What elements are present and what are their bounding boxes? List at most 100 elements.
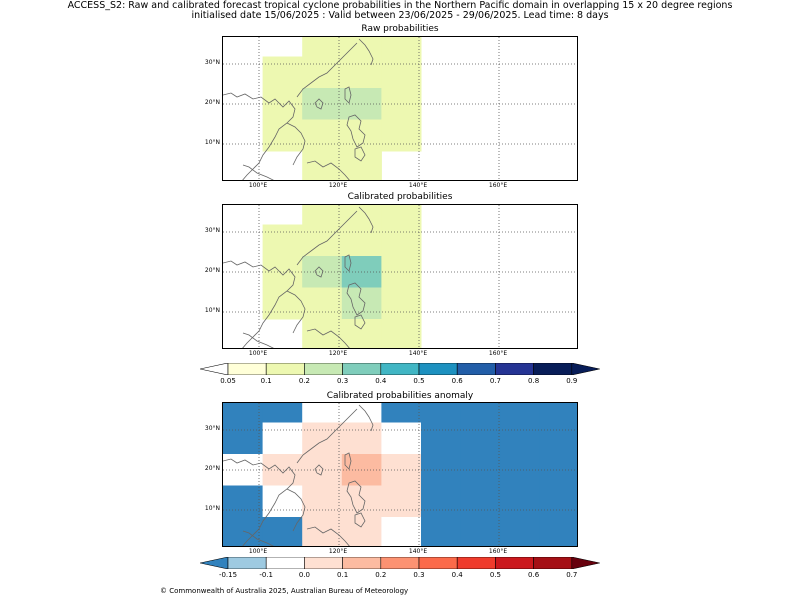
probability-cell[interactable]	[302, 37, 343, 57]
probability-cell[interactable]	[262, 119, 303, 152]
lat-label-30n: 30°N	[204, 59, 220, 66]
probability-cell[interactable]	[262, 454, 303, 486]
probability-cell[interactable]	[539, 422, 578, 455]
probability-cell[interactable]	[302, 485, 343, 518]
probability-cell[interactable]	[262, 88, 303, 120]
probability-cell[interactable]	[381, 422, 422, 455]
probability-cell[interactable]	[381, 37, 422, 57]
probability-cell[interactable]	[262, 485, 303, 518]
lon-label-160e: 160°E	[488, 548, 508, 555]
map-probabilities-anomaly[interactable]	[222, 402, 578, 547]
probability-cell[interactable]	[421, 422, 462, 455]
probability-cell[interactable]	[381, 287, 422, 320]
probability-cell[interactable]	[381, 119, 422, 152]
probability-cell[interactable]	[302, 119, 343, 152]
probability-cell[interactable]	[341, 422, 382, 455]
probability-cell[interactable]	[421, 403, 462, 423]
probability-cell[interactable]	[381, 403, 422, 423]
probability-cell[interactable]	[302, 403, 343, 423]
probability-cell[interactable]	[262, 287, 303, 320]
lat-label-30n: 30°N	[204, 227, 220, 234]
probability-cell[interactable]	[302, 205, 343, 225]
probability-cell[interactable]	[223, 517, 264, 547]
colorbar-tick-label: 0.5	[413, 377, 425, 385]
colorbar-tick-label: 0.8	[528, 377, 540, 385]
probability-cell[interactable]	[223, 403, 264, 423]
probability-cell[interactable]	[341, 485, 382, 518]
probability-cell[interactable]	[302, 422, 343, 455]
probability-cell[interactable]	[262, 422, 303, 455]
probability-cell[interactable]	[460, 422, 501, 455]
coastline	[314, 98, 324, 110]
probability-cell[interactable]	[302, 151, 343, 181]
coastline	[296, 210, 358, 266]
probability-cell[interactable]	[421, 517, 462, 547]
colorbar-tick-label: 0.4	[451, 571, 463, 579]
probability-cell[interactable]	[341, 403, 382, 423]
colorbar-segment	[533, 363, 573, 375]
probability-cell[interactable]	[381, 224, 422, 257]
figure-title-line2: initialised date 15/06/2025 : Valid betw…	[191, 10, 609, 21]
probability-cell[interactable]	[460, 517, 501, 547]
colorbar-segment	[495, 557, 534, 569]
coastline	[306, 526, 350, 546]
lon-label-160e: 160°E	[488, 182, 508, 189]
probability-cell[interactable]	[500, 422, 541, 455]
probability-cell[interactable]	[500, 403, 541, 423]
probability-cell[interactable]	[262, 256, 303, 288]
probability-cell[interactable]	[302, 287, 343, 320]
probability-cell[interactable]	[460, 403, 501, 423]
probability-cell[interactable]	[460, 454, 501, 486]
probability-cell[interactable]	[539, 454, 578, 486]
probability-cell[interactable]	[262, 403, 303, 423]
colorbar-tick-label: 0.9	[566, 377, 578, 385]
colorbar-segment	[418, 363, 458, 375]
probability-cell[interactable]	[500, 485, 541, 518]
colorbar-segment	[456, 363, 496, 375]
probability-cell[interactable]	[302, 517, 343, 547]
probability-cell[interactable]	[341, 224, 382, 257]
probability-cell[interactable]	[381, 485, 422, 518]
colorbar-segment	[380, 557, 420, 569]
coastline	[223, 260, 296, 348]
coastline	[314, 266, 324, 278]
probability-cell[interactable]	[381, 56, 422, 89]
probability-cell[interactable]	[262, 224, 303, 257]
probability-cell[interactable]	[341, 151, 382, 181]
probability-cell[interactable]	[341, 119, 382, 152]
probability-cell[interactable]	[341, 205, 382, 225]
lon-label-160e: 160°E	[488, 350, 508, 357]
probability-cell[interactable]	[381, 205, 422, 225]
probability-cell[interactable]	[460, 485, 501, 518]
colorbar-tick-label: 0.1	[260, 377, 272, 385]
probability-cell[interactable]	[302, 224, 343, 257]
coastline	[358, 38, 374, 66]
lon-label-120e: 120°E	[328, 182, 348, 189]
probability-cell[interactable]	[302, 319, 343, 349]
probability-cell[interactable]	[381, 319, 422, 349]
probability-cell[interactable]	[381, 517, 422, 547]
colorbar-tick-label: 0.3	[413, 571, 425, 579]
map-calibrated-probabilities[interactable]	[222, 204, 578, 349]
probability-cell[interactable]	[341, 56, 382, 89]
coastline	[314, 464, 324, 476]
probability-cell[interactable]	[539, 517, 578, 547]
probability-cell[interactable]	[500, 517, 541, 547]
colorbar-tick-label: 0.2	[298, 377, 310, 385]
probability-cell[interactable]	[302, 56, 343, 89]
probability-cell[interactable]	[539, 403, 578, 423]
probability-cell[interactable]	[341, 287, 382, 320]
probability-cell[interactable]	[262, 56, 303, 89]
probability-cell[interactable]	[341, 37, 382, 57]
probability-cell[interactable]	[223, 422, 264, 455]
probability-cell[interactable]	[421, 485, 462, 518]
map-raw-probabilities[interactable]	[222, 36, 578, 181]
probability-cell[interactable]	[341, 319, 382, 349]
colorbar-tick-label: 0.3	[337, 377, 349, 385]
lat-label-20n: 20°N	[204, 267, 220, 274]
probability-cell[interactable]	[341, 517, 382, 547]
probability-cell[interactable]	[223, 485, 264, 518]
probability-cell[interactable]	[539, 485, 578, 518]
probability-cell[interactable]	[262, 517, 303, 547]
lon-label-100e: 100°E	[248, 350, 268, 357]
